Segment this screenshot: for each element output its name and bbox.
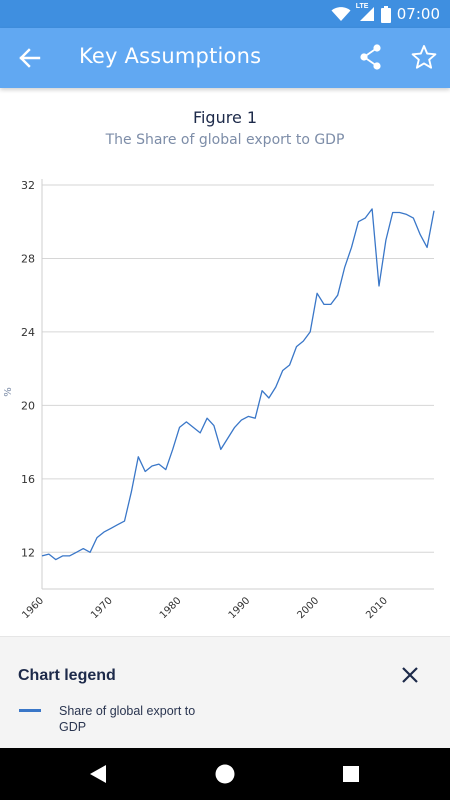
y-tick-label: 20	[21, 399, 35, 412]
y-tick-label: 32	[21, 179, 35, 192]
nav-recents-icon[interactable]	[339, 762, 363, 786]
x-tick-label: 1990	[227, 595, 253, 621]
y-axis-label: %	[3, 387, 14, 397]
nav-back-icon[interactable]	[86, 762, 110, 786]
y-tick-label: 12	[21, 546, 35, 559]
status-bar: LTE 07:00	[0, 0, 450, 28]
star-outline-icon[interactable]	[409, 42, 439, 72]
app-bar: Key Assumptions	[0, 28, 450, 88]
series-line	[41, 208, 435, 561]
battery-icon	[380, 5, 391, 23]
chart-legend-panel: Chart legend Share of global export to G…	[0, 636, 450, 748]
figure-title: Figure 1	[192, 108, 258, 127]
page-title: Key Assumptions	[79, 44, 262, 68]
wifi-icon	[331, 7, 351, 21]
x-axis-ticks: 1960 1970 1980 1990 2000 2010	[20, 595, 390, 621]
y-axis-ticks: 12 16 20 24 28 32	[21, 179, 35, 559]
close-icon[interactable]	[398, 663, 422, 687]
y-tick-label: 28	[21, 252, 35, 265]
network-type-label: LTE	[355, 3, 369, 10]
x-tick-label: 1960	[20, 595, 46, 621]
status-time: 07:00	[396, 5, 440, 23]
legend-title: Chart legend	[18, 667, 116, 684]
legend-item-label: Share of global export to GDP	[59, 704, 196, 734]
share-icon[interactable]	[356, 42, 386, 72]
x-tick-label: 1980	[158, 595, 184, 621]
arrow-back-icon[interactable]	[14, 44, 46, 72]
navigation-bar	[0, 748, 450, 800]
x-tick-label: 2010	[364, 595, 390, 621]
y-tick-label: 16	[21, 473, 35, 486]
x-tick-label: 2000	[295, 595, 321, 621]
nav-home-icon[interactable]	[213, 762, 237, 786]
x-tick-label: 1970	[89, 595, 115, 621]
y-tick-label: 24	[21, 326, 35, 339]
figure-subtitle: The Share of global export to GDP	[105, 132, 345, 148]
status-icons: LTE 07:00	[331, 3, 440, 24]
chart-grid	[41, 179, 434, 590]
line-chart: 12 16 20 24 28 32 1960 1970 1980 1990 2000 2010 %	[3, 179, 435, 621]
legend-swatch	[19, 709, 41, 712]
cellular-signal-icon	[359, 7, 374, 21]
